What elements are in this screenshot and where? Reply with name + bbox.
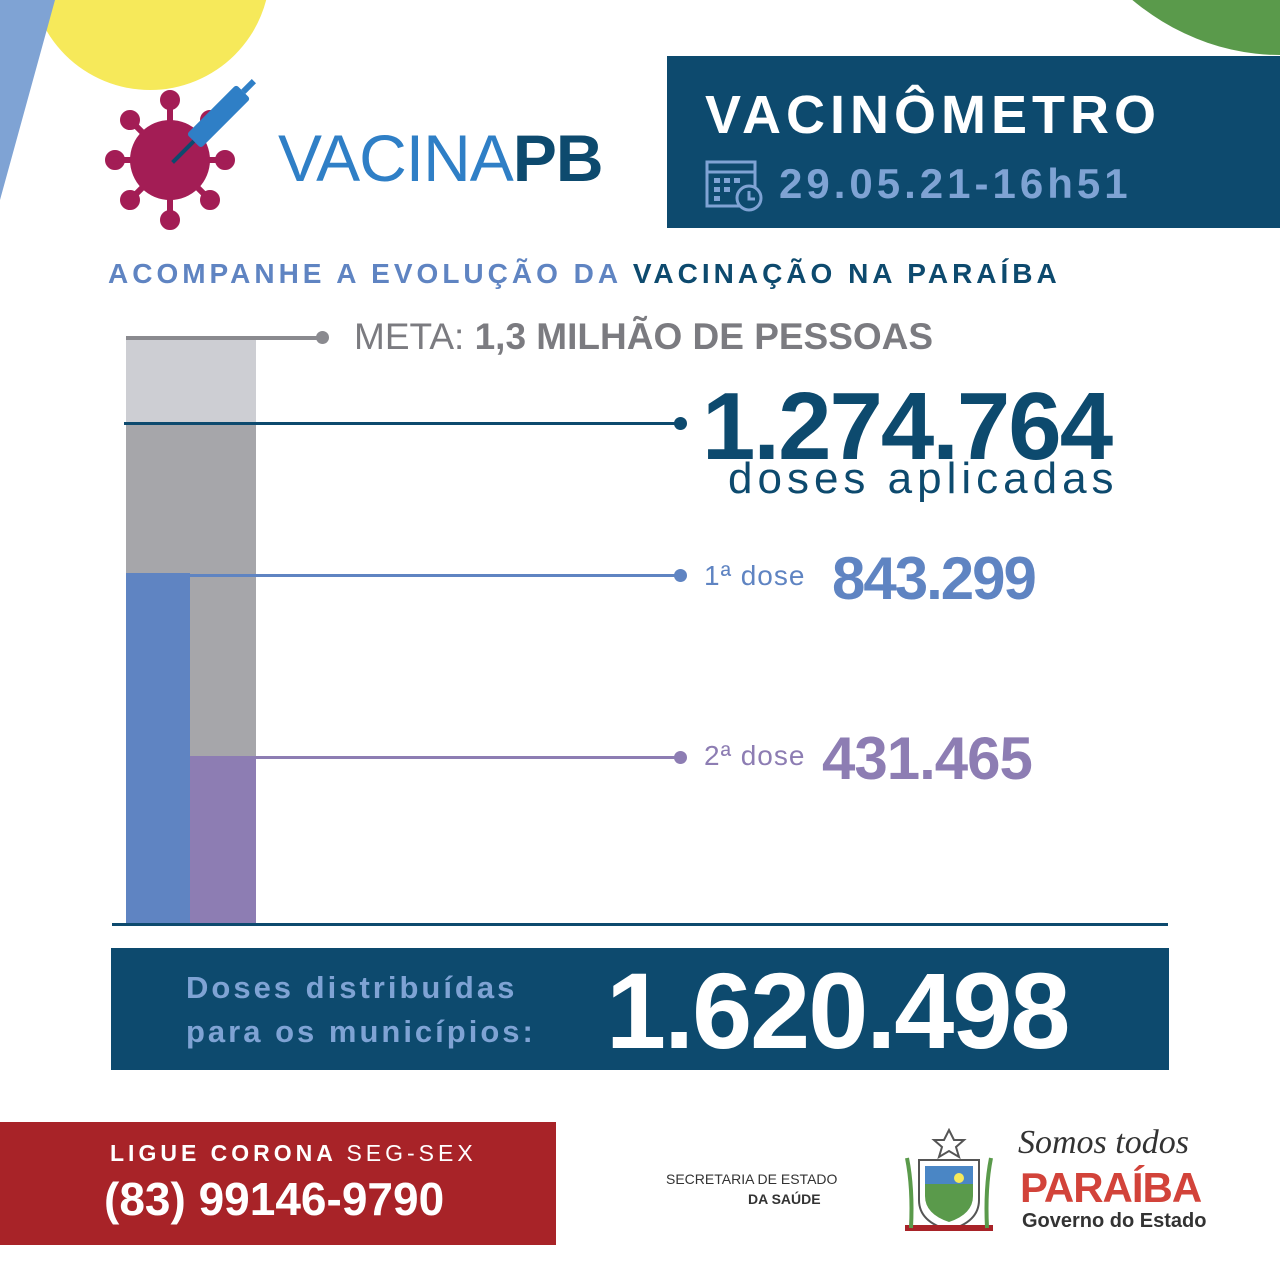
distributed-label-1: Doses distribuídas xyxy=(186,970,518,1005)
secretaria-line1: SECRETARIA DE ESTADO xyxy=(666,1171,838,1187)
first-dose-line xyxy=(190,574,680,577)
meta-line xyxy=(126,336,322,340)
secretaria-line2: DA SAÚDE xyxy=(748,1191,821,1207)
header-box: VACINÔMETRO 29.05.21-16h51 xyxy=(667,56,1280,228)
meta-text: META: 1,3 MILHÃO DE PESSOAS xyxy=(354,316,933,358)
second-dose-value: 431.465 xyxy=(822,725,1033,792)
first-dose-dot xyxy=(674,569,687,582)
hotline-label: LIGUE CORONA SEG-SEX xyxy=(110,1140,477,1167)
meta-value: 1,3 MILHÃO DE PESSOAS xyxy=(474,316,934,357)
subtitle-part1: ACOMPANHE A EVOLUÇÃO DA xyxy=(108,258,633,289)
gov-sub: Governo do Estado xyxy=(1022,1210,1207,1232)
meta-dot xyxy=(316,331,329,344)
hotline-label-bold: LIGUE CORONA xyxy=(110,1140,347,1166)
total-dot xyxy=(674,417,687,430)
first-dose-bar xyxy=(126,573,190,924)
second-dose-dot xyxy=(674,751,687,764)
distributed-box: Doses distribuídas para os municípios: 1… xyxy=(111,948,1169,1071)
gov-state: PARAÍBA xyxy=(1020,1164,1202,1211)
header-title: VACINÔMETRO xyxy=(705,85,1161,145)
logo-text-light: VACINA xyxy=(278,121,514,195)
hotline-box: LIGUE CORONA SEG-SEX (83) 99146-9790 xyxy=(0,1122,556,1245)
state-coat-of-arms-icon xyxy=(895,1127,1003,1241)
hotline-phone[interactable]: (83) 99146-9790 xyxy=(104,1173,445,1225)
logo-text-bold: PB xyxy=(512,121,604,195)
vacinapb-logo: VACINAPB xyxy=(278,120,604,196)
second-dose-bar xyxy=(190,756,256,924)
decor-green-circle xyxy=(1030,0,1280,55)
distributed-value: 1.620.498 xyxy=(606,950,1070,1071)
goal-bar xyxy=(126,340,256,424)
first-dose-value: 843.299 xyxy=(832,545,1037,612)
header-date: 29.05.21-16h51 xyxy=(779,160,1132,207)
gov-slogan: Somos todos xyxy=(1018,1124,1189,1161)
subtitle-part2: VACINAÇÃO NA PARAÍBA xyxy=(632,258,1061,289)
second-dose-line xyxy=(256,756,680,759)
virus-syringe-icon xyxy=(105,65,275,235)
distributed-label-2: para os municípios: xyxy=(186,1014,536,1049)
baseline xyxy=(112,923,1168,926)
first-dose-label: 1ª dose xyxy=(704,560,806,591)
total-value: 1.274.764 xyxy=(702,373,1113,480)
total-line xyxy=(124,422,680,425)
subtitle: ACOMPANHE A EVOLUÇÃO DA VACINAÇÃO NA PAR… xyxy=(108,258,1061,290)
total-label: doses aplicadas xyxy=(728,454,1119,503)
meta-label: META: xyxy=(354,316,475,357)
hotline-label-light: SEG-SEX xyxy=(346,1140,477,1166)
second-dose-label: 2ª dose xyxy=(704,740,806,771)
calendar-clock-icon xyxy=(705,156,765,217)
decor-blue-stripe xyxy=(0,0,55,200)
